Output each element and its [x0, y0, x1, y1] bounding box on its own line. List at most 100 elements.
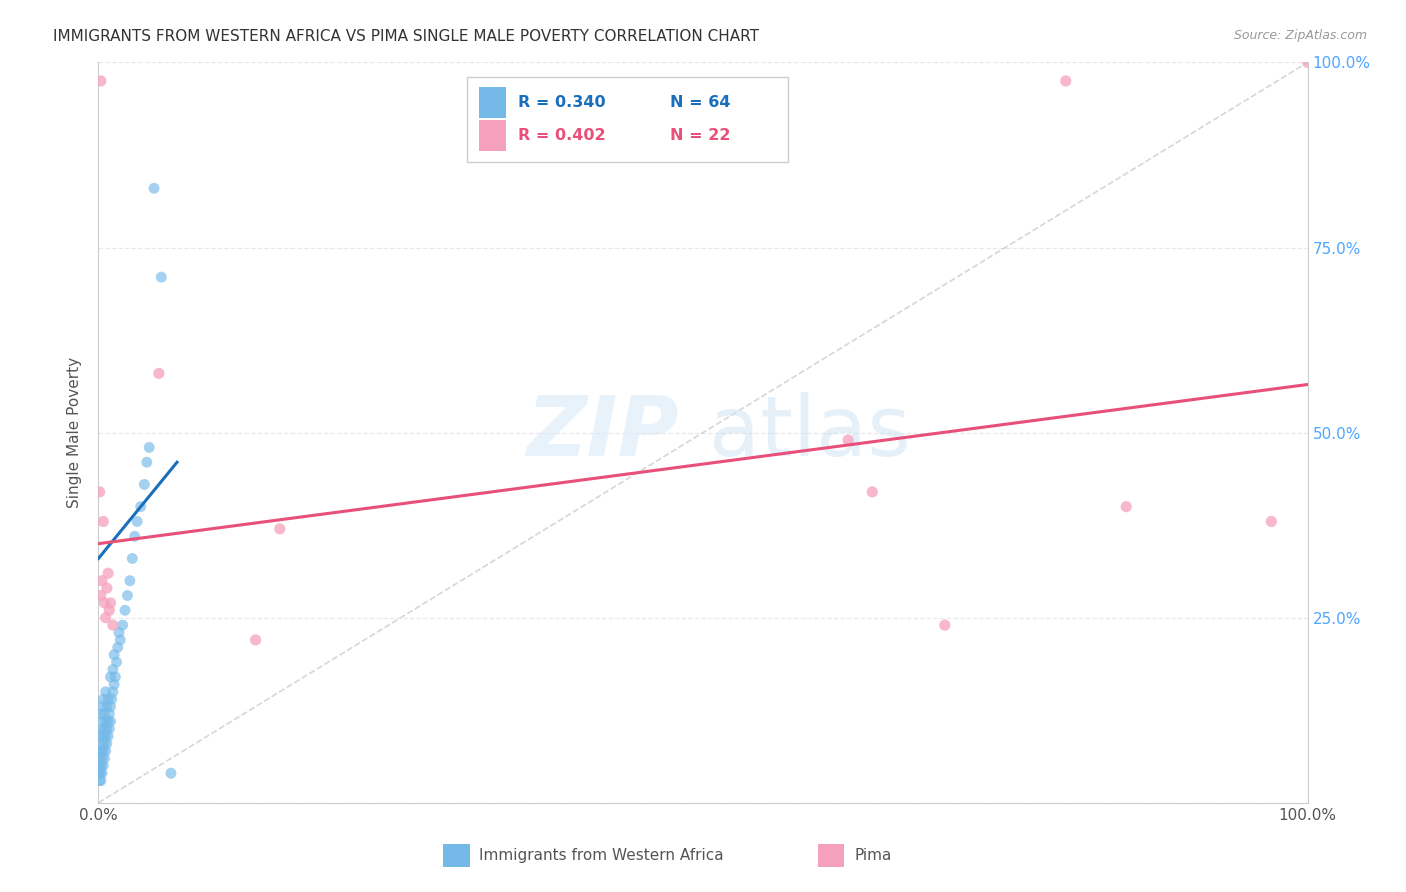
Point — [96, 699, 118, 714]
Point — [97, 714, 120, 729]
Bar — [479, 120, 506, 152]
Point — [100, 692, 122, 706]
Point — [1115, 500, 1137, 514]
Point — [91, 714, 114, 729]
Point — [91, 722, 114, 736]
Point — [269, 522, 291, 536]
Point — [91, 744, 114, 758]
Point — [135, 455, 157, 469]
Point — [97, 566, 120, 581]
Point — [124, 529, 146, 543]
Point — [934, 618, 956, 632]
Point — [1054, 74, 1077, 88]
Point — [94, 729, 117, 743]
Text: N = 22: N = 22 — [671, 128, 731, 144]
Point — [108, 632, 131, 647]
Point — [90, 744, 112, 758]
Point — [105, 655, 128, 669]
Point — [93, 706, 115, 721]
Text: IMMIGRANTS FROM WESTERN AFRICA VS PIMA SINGLE MALE POVERTY CORRELATION CHART: IMMIGRANTS FROM WESTERN AFRICA VS PIMA S… — [53, 29, 759, 44]
Bar — [818, 844, 845, 867]
Point — [860, 484, 883, 499]
Bar — [479, 87, 506, 118]
Point — [148, 367, 170, 381]
Text: R = 0.402: R = 0.402 — [517, 128, 606, 144]
Y-axis label: Single Male Poverty: Single Male Poverty — [67, 357, 83, 508]
Point — [93, 751, 115, 765]
Point — [93, 722, 115, 736]
Text: N = 64: N = 64 — [671, 95, 731, 110]
Point — [91, 515, 114, 529]
Point — [93, 737, 115, 751]
Point — [91, 729, 114, 743]
Point — [96, 737, 118, 751]
Point — [103, 677, 125, 691]
Point — [101, 618, 124, 632]
Text: ZIP: ZIP — [526, 392, 679, 473]
Point — [118, 574, 141, 588]
FancyBboxPatch shape — [467, 78, 787, 162]
Point — [91, 758, 114, 772]
Point — [114, 603, 136, 617]
Point — [117, 589, 139, 603]
Point — [121, 551, 143, 566]
Point — [111, 618, 134, 632]
Text: Source: ZipAtlas.com: Source: ZipAtlas.com — [1233, 29, 1367, 42]
Point — [100, 670, 122, 684]
Point — [94, 714, 117, 729]
Point — [100, 714, 122, 729]
Text: R = 0.340: R = 0.340 — [517, 95, 606, 110]
Point — [94, 744, 117, 758]
Point — [89, 773, 111, 788]
Bar — [443, 844, 470, 867]
Point — [90, 706, 112, 721]
Point — [101, 663, 124, 677]
Point — [127, 515, 149, 529]
Point — [138, 441, 160, 455]
Point — [91, 751, 114, 765]
Point — [98, 706, 121, 721]
Point — [98, 722, 121, 736]
Point — [150, 270, 173, 285]
Point — [97, 729, 120, 743]
Point — [143, 181, 166, 195]
Point — [129, 500, 152, 514]
Point — [107, 640, 129, 655]
Text: atlas: atlas — [709, 392, 911, 473]
Point — [94, 610, 117, 624]
Point — [91, 766, 114, 780]
Point — [100, 596, 122, 610]
Point — [89, 744, 111, 758]
Point — [100, 699, 122, 714]
Point — [90, 729, 112, 743]
Point — [90, 758, 112, 772]
Point — [98, 603, 121, 617]
Point — [134, 477, 156, 491]
Point — [91, 699, 114, 714]
Point — [90, 589, 112, 603]
Point — [89, 766, 111, 780]
Point — [91, 737, 114, 751]
Point — [96, 722, 118, 736]
Point — [97, 692, 120, 706]
Point — [91, 574, 114, 588]
Point — [89, 484, 111, 499]
Text: Immigrants from Western Africa: Immigrants from Western Africa — [479, 848, 724, 863]
Point — [96, 581, 118, 595]
Point — [837, 433, 859, 447]
Point — [94, 685, 117, 699]
Point — [245, 632, 267, 647]
Point — [90, 74, 112, 88]
Point — [160, 766, 183, 780]
Point — [108, 625, 131, 640]
Point — [91, 692, 114, 706]
Point — [89, 751, 111, 765]
Point — [89, 758, 111, 772]
Point — [90, 773, 112, 788]
Point — [87, 766, 110, 780]
Point — [103, 648, 125, 662]
Point — [1260, 515, 1282, 529]
Text: Pima: Pima — [855, 848, 891, 863]
Point — [101, 685, 124, 699]
Point — [1296, 55, 1319, 70]
